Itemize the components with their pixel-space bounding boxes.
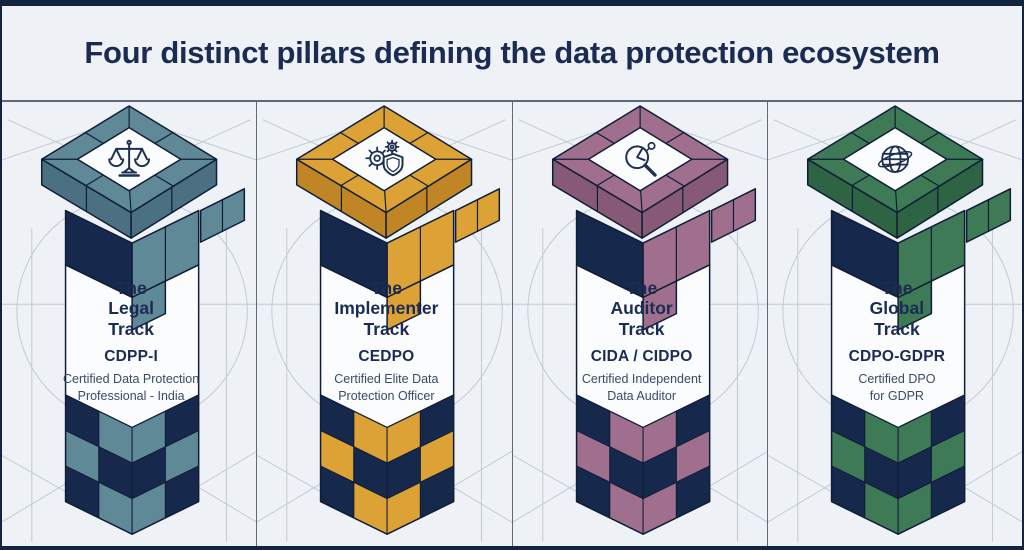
magnifier-audit-icon bbox=[624, 141, 657, 177]
pillar-neck bbox=[64, 188, 246, 331]
pillar-base-outline bbox=[830, 395, 966, 535]
pillar-illustration bbox=[2, 105, 257, 543]
pillar-illustration bbox=[257, 105, 512, 543]
pillar-neck bbox=[320, 188, 501, 331]
pillars-row: The Legal Track CDPP-I Certified Data Pr… bbox=[2, 102, 1022, 546]
pillar-base-outline bbox=[64, 395, 200, 535]
pillar-section-implementer: The Implementer Track CEDPO Certified El… bbox=[256, 102, 512, 546]
pillar-base bbox=[575, 394, 710, 535]
gears-shield-icon bbox=[365, 139, 404, 177]
globe-icon bbox=[877, 145, 913, 173]
pillar-illustration bbox=[767, 105, 1022, 543]
header: Four distinct pillars defining the data … bbox=[2, 6, 1022, 102]
pillar-section-auditor: The Auditor Track CIDA / CIDPO Certified… bbox=[511, 102, 767, 546]
pillar-base-outline bbox=[320, 395, 455, 535]
pillar-neck bbox=[830, 188, 1011, 331]
pillar-section-global: The Global Track CDPO-GDPR Certified DPO… bbox=[766, 102, 1022, 546]
pillar-capital bbox=[806, 105, 984, 239]
pillar-capital bbox=[551, 105, 728, 239]
pillar-neck bbox=[575, 188, 756, 331]
pillar-base-outline bbox=[575, 395, 710, 535]
scales-of-justice-icon bbox=[108, 139, 150, 177]
pillar-illustration bbox=[512, 105, 767, 543]
pillar-capital bbox=[296, 105, 473, 239]
page-title: Four distinct pillars defining the data … bbox=[84, 35, 940, 70]
pillar-capital bbox=[40, 105, 218, 239]
pillar-section-legal: The Legal Track CDPP-I Certified Data Pr… bbox=[2, 102, 257, 546]
